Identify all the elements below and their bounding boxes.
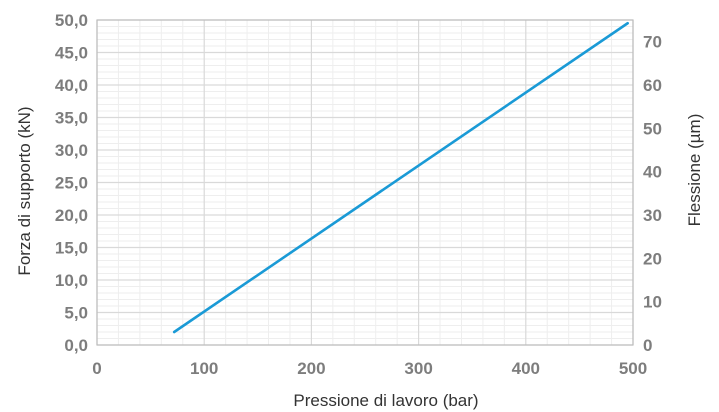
x-tick-label: 100 xyxy=(190,359,218,378)
y2-tick-label: 20 xyxy=(643,249,662,268)
y-tick-label: 35,0 xyxy=(55,109,88,128)
y2-axis-title: Flessione (µm) xyxy=(685,114,704,227)
y2-tick-label: 70 xyxy=(643,33,662,52)
plot-frame xyxy=(96,19,634,346)
y-tick-label: 25,0 xyxy=(55,174,88,193)
series-layer xyxy=(172,21,629,334)
y-tick-label: 5,0 xyxy=(64,304,88,323)
plot-border xyxy=(96,19,634,346)
left-axis-ticks: 0,0 5,0 10,0 15,0 20,0 25,0 30,0 35,0 40,0 45,0 50… xyxy=(55,11,88,355)
y-tick-label: 40,0 xyxy=(55,76,88,95)
major-grid xyxy=(96,19,634,346)
x-tick-label: 500 xyxy=(619,359,647,378)
x-axis-ticks: 0 100 200 300 400 500 xyxy=(92,359,647,378)
y2-tick-label: 50 xyxy=(643,119,662,138)
y-tick-label: 45,0 xyxy=(55,44,88,63)
series-line-0 xyxy=(172,21,629,334)
y-tick-label: 50,0 xyxy=(55,11,88,30)
y2-tick-label: 0 xyxy=(643,336,652,355)
y-axis-title: Forza di supporto (kN) xyxy=(15,106,34,275)
y-tick-label: 0,0 xyxy=(64,336,88,355)
y-tick-label: 20,0 xyxy=(55,206,88,225)
x-tick-label: 300 xyxy=(404,359,432,378)
y2-tick-label: 40 xyxy=(643,163,662,182)
x-axis-title: Pressione di lavoro (bar) xyxy=(293,391,478,410)
y-tick-label: 30,0 xyxy=(55,141,88,160)
x-tick-label: 400 xyxy=(512,359,540,378)
right-axis-ticks: 0 10 20 30 40 50 60 70 xyxy=(643,33,662,355)
y2-tick-label: 30 xyxy=(643,206,662,225)
y2-tick-label: 60 xyxy=(643,76,662,95)
x-tick-label: 0 xyxy=(92,359,101,378)
y-tick-label: 15,0 xyxy=(55,239,88,258)
x-tick-label: 200 xyxy=(297,359,325,378)
y-tick-label: 10,0 xyxy=(55,271,88,290)
y2-tick-label: 10 xyxy=(643,293,662,312)
